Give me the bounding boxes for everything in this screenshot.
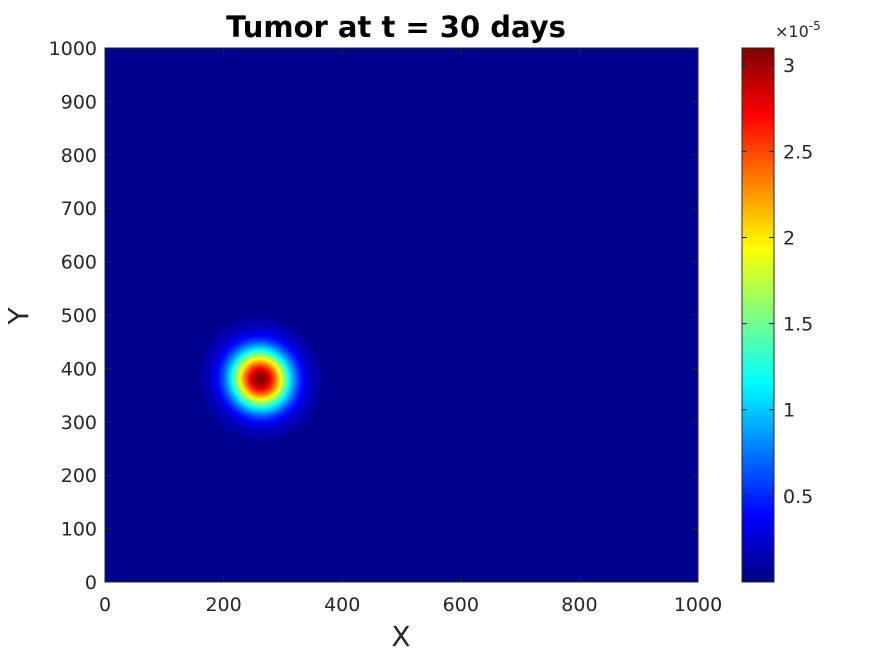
colorbar-tick-label: 2.5 xyxy=(783,141,813,163)
x-tick-label: 600 xyxy=(443,594,479,616)
y-tick-label: 200 xyxy=(61,465,97,487)
colorbar-tick-label: 1.5 xyxy=(783,314,813,336)
x-tick-label: 0 xyxy=(99,594,111,616)
x-axis-label: X xyxy=(391,620,410,653)
y-axis-label: Y xyxy=(2,307,35,326)
y-axis-ticks: 0 100 200 300 400 500 600 700 800 900 1000 xyxy=(49,38,698,594)
heatmap-background xyxy=(105,48,698,582)
y-tick-label: 900 xyxy=(61,91,97,113)
colorbar-tick-label: 3 xyxy=(783,55,795,77)
y-tick-label: 100 xyxy=(61,519,97,541)
x-axis-ticks: 0 200 400 600 800 1000 xyxy=(99,48,722,616)
colorbar-exponent: ×10-5 xyxy=(775,19,821,41)
colorbar-exponent-power: -5 xyxy=(809,19,821,33)
y-tick-label: 0 xyxy=(85,572,97,594)
y-tick-label: 1000 xyxy=(49,38,97,60)
x-tick-label: 200 xyxy=(205,594,241,616)
colorbar-exponent-base: ×10 xyxy=(775,22,809,41)
chart-title: Tumor at t = 30 days xyxy=(226,10,566,44)
y-tick-label: 700 xyxy=(61,198,97,220)
colorbar: 0.5 1 1.5 2 2.5 3 ×10-5 xyxy=(741,19,821,583)
y-tick-label: 400 xyxy=(61,358,97,380)
colorbar-tick-label: 0.5 xyxy=(783,486,813,508)
tumor-concentration-peak xyxy=(199,317,322,441)
x-tick-label: 1000 xyxy=(674,594,722,616)
plot-area xyxy=(104,47,699,583)
colorbar-tick-label: 2 xyxy=(783,227,795,249)
colorbar-tick-label: 1 xyxy=(783,400,795,422)
y-tick-label: 300 xyxy=(61,412,97,434)
x-tick-label: 800 xyxy=(561,594,597,616)
y-tick-label: 600 xyxy=(61,252,97,274)
x-tick-label: 400 xyxy=(324,594,360,616)
y-tick-label: 500 xyxy=(61,305,97,327)
colorbar-ticks: 0.5 1 1.5 2 2.5 3 xyxy=(742,55,813,508)
y-tick-label: 800 xyxy=(61,145,97,167)
colorbar-gradient xyxy=(741,47,775,583)
